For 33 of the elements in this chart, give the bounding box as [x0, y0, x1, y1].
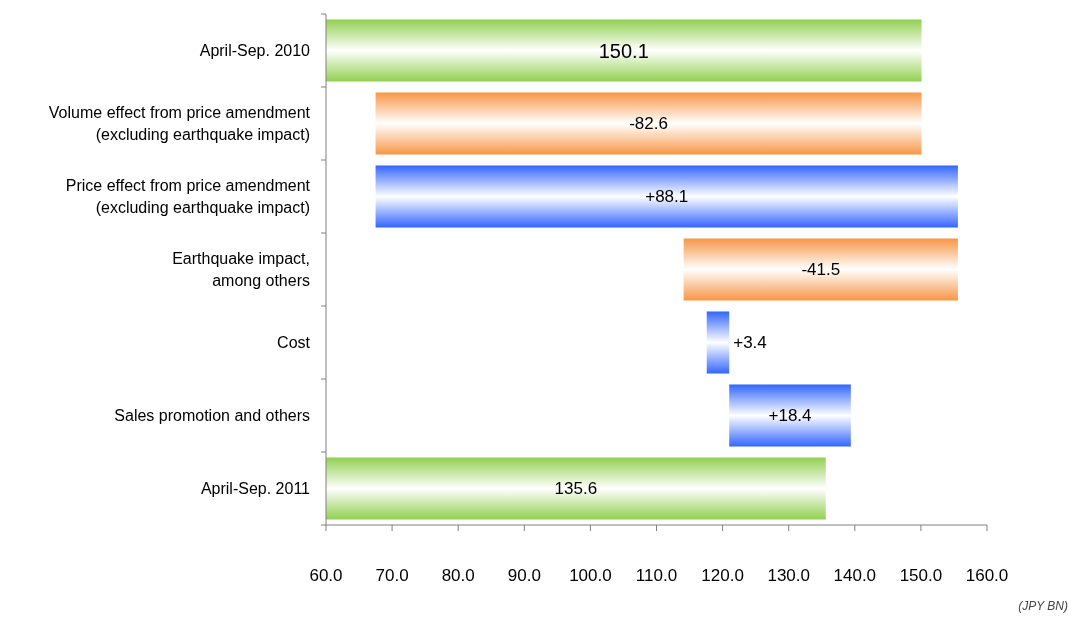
data-label: +88.1 [645, 187, 689, 207]
bar [706, 311, 730, 374]
y-tick-label: April-Sep. 2010 [199, 42, 311, 60]
bar [375, 165, 958, 228]
data-label: +3.4 [733, 333, 767, 353]
x-tick-label: 110.0 [635, 566, 678, 585]
bar [729, 384, 851, 447]
bar [326, 19, 922, 82]
x-tick-label: 150.0 [899, 566, 943, 585]
x-tick-label: 60.0 [309, 566, 343, 585]
bar [375, 92, 922, 155]
bar [326, 457, 826, 520]
data-label: 150.1 [598, 39, 649, 62]
x-tick-label: 130.0 [767, 566, 810, 585]
x-tick-label: 100.0 [569, 566, 612, 585]
text: (JPY BN) [1018, 599, 1068, 613]
y-tick-label: April-Sep. 2011 [200, 480, 311, 498]
x-tick-label: 70.0 [375, 566, 409, 585]
y-tick-label: Sales promotion and others [114, 407, 310, 425]
data-label: +18.4 [768, 406, 812, 426]
data-label: 135.6 [554, 479, 598, 499]
x-tick-label: 140.0 [833, 566, 877, 585]
x-tick-label: 160.0 [965, 566, 1009, 585]
data-label: -41.5 [801, 260, 841, 280]
x-tick-label: 90.0 [507, 566, 541, 585]
y-tick-label: Earthquake impact, among others [172, 250, 310, 290]
data-label: -82.6 [629, 114, 668, 134]
bar [683, 238, 958, 301]
x-tick-label: 120.0 [701, 566, 744, 585]
y-tick-label: Cost [277, 334, 311, 352]
y-tick-label: Price effect from price amendment (excluding earthquake impact) [65, 177, 311, 217]
y-tick-label: Volume effect from price amendment (excluding earthquake impact) [48, 104, 311, 144]
x-tick-label: 80.0 [441, 566, 475, 585]
